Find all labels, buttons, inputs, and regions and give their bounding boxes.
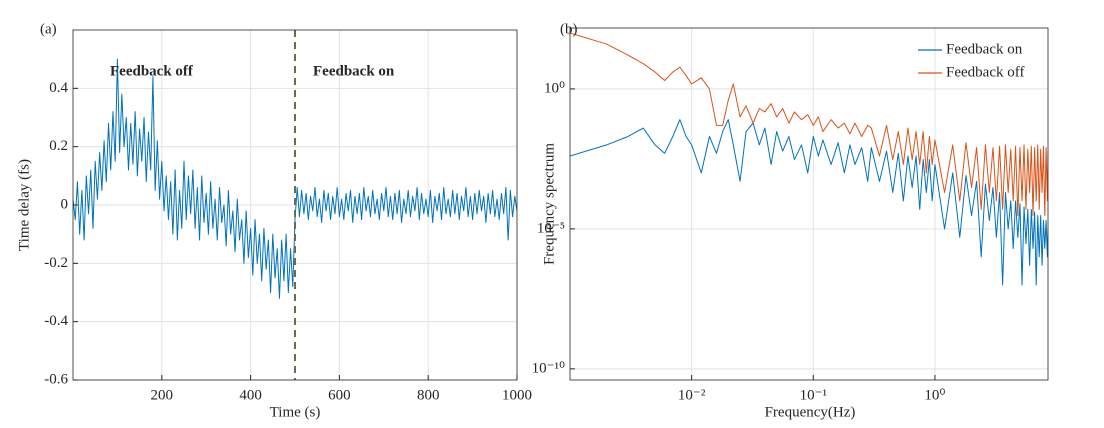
y-tick-label: 0.2	[49, 138, 68, 154]
y-tick-label: 10⁻⁵	[537, 220, 565, 236]
x-axis-label: Frequency(Hz)	[765, 404, 856, 420]
data-line	[570, 119, 1048, 286]
y-axis-label: Frequency spectrum	[541, 143, 557, 265]
y-tick-label: 0	[61, 196, 69, 212]
axes: 10⁻² 10⁻¹ 10⁰ 10⁻¹⁰ 10⁻⁵ 10⁰ (b) Frequency(Hz) F…	[532, 21, 1049, 420]
annotation: Feedback on	[313, 63, 395, 79]
y-axis-label: Time delay (fs)	[16, 159, 32, 251]
panel-label: (b)	[560, 21, 578, 37]
legend-label: Feedback off	[946, 64, 1024, 80]
y-tick-label: 10⁻¹⁰	[532, 360, 565, 376]
x-tick-label: 1000	[502, 387, 532, 403]
axes: 200 400 600 800 1000 -0.6 -0.4 -0.2 0 0.2 0.4 (a) Ti…	[16, 21, 532, 420]
x-tick-label: 200	[151, 387, 174, 403]
x-tick-label: 400	[239, 387, 262, 403]
x-tick-label: 10⁻¹	[800, 387, 827, 403]
y-tick-label: 0.4	[49, 80, 68, 96]
axes-frame	[569, 27, 1049, 381]
x-axis-label: Time (s)	[270, 404, 321, 420]
y-tick-label: 10⁰	[544, 80, 565, 96]
panel-label: (a)	[40, 21, 57, 37]
annotation: Feedback off	[110, 63, 194, 79]
y-tick-label: -0.2	[44, 255, 68, 271]
data-line	[570, 32, 1048, 217]
y-tick-label: -0.6	[44, 371, 68, 387]
x-tick-label: 800	[417, 387, 440, 403]
legend-label: Feedback on	[946, 41, 1023, 57]
x-tick-label: 10⁻²	[678, 387, 706, 403]
x-tick-label: 10⁰	[924, 387, 945, 403]
data-line	[73, 58, 517, 299]
y-tick-label: -0.4	[44, 313, 68, 329]
x-tick-label: 600	[328, 387, 351, 403]
